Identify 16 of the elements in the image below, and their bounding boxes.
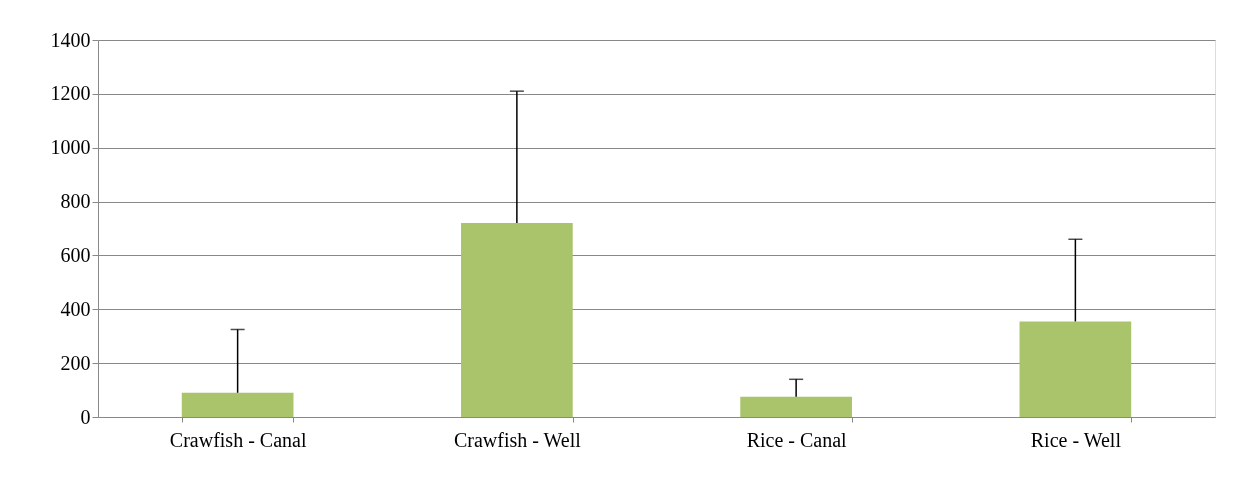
y-tick-label: 200 [60,351,91,374]
y-tick-label: 600 [60,243,91,266]
bar [1019,321,1132,417]
y-tick-label: 1200 [50,82,91,105]
bar [181,392,294,417]
y-tick-label: 0 [80,405,91,428]
x-tick-label: Rice - Canal [746,428,848,451]
bar [461,223,573,417]
y-tick-label: 400 [60,297,91,320]
x-tick-label: Rice - Well [1030,428,1122,451]
y-tick-label: 1000 [50,136,91,159]
y-tick-label: 1400 [50,28,91,51]
y-tick-label: 800 [60,190,91,213]
x-tick-label: Crawfish - Well [453,428,582,451]
x-tick-label: Crawfish - Canal [169,428,307,451]
bar [740,396,852,417]
